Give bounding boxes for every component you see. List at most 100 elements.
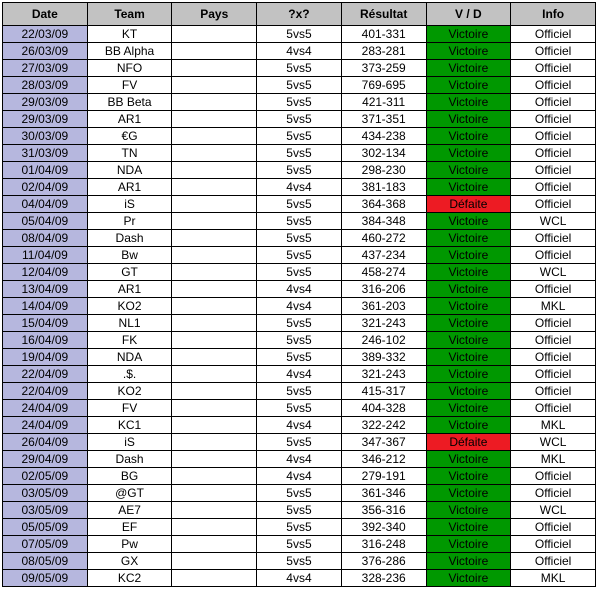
cell-pays xyxy=(172,179,257,196)
cell-vd: Victoire xyxy=(426,281,511,298)
col-info: Info xyxy=(511,3,596,26)
cell-pays xyxy=(172,264,257,281)
cell-info: Officiel xyxy=(511,43,596,60)
cell-team: NDA xyxy=(87,162,172,179)
cell-info: Officiel xyxy=(511,485,596,502)
cell-date: 02/05/09 xyxy=(3,468,88,485)
cell-vd: Victoire xyxy=(426,536,511,553)
cell-pays xyxy=(172,349,257,366)
table-row: 16/04/09FK5vs5246-102VictoireOfficiel xyxy=(3,332,596,349)
cell-date: 31/03/09 xyxy=(3,145,88,162)
cell-result: 356-316 xyxy=(341,502,426,519)
cell-info: Officiel xyxy=(511,519,596,536)
cell-team: NL1 xyxy=(87,315,172,332)
cell-date: 26/04/09 xyxy=(3,434,88,451)
cell-vd: Victoire xyxy=(426,43,511,60)
table-row: 24/04/09KC14vs4322-242VictoireMKL xyxy=(3,417,596,434)
cell-pays xyxy=(172,366,257,383)
cell-team: iS xyxy=(87,434,172,451)
cell-result: 389-332 xyxy=(341,349,426,366)
table-row: 24/04/09FV5vs5404-328VictoireOfficiel xyxy=(3,400,596,417)
cell-result: 328-236 xyxy=(341,570,426,587)
cell-vd: Victoire xyxy=(426,77,511,94)
cell-info: Officiel xyxy=(511,196,596,213)
cell-xx: 5vs5 xyxy=(257,315,342,332)
cell-xx: 5vs5 xyxy=(257,485,342,502)
cell-result: 381-183 xyxy=(341,179,426,196)
cell-vd: Victoire xyxy=(426,400,511,417)
cell-date: 29/03/09 xyxy=(3,111,88,128)
cell-pays xyxy=(172,145,257,162)
cell-pays xyxy=(172,162,257,179)
cell-xx: 5vs5 xyxy=(257,264,342,281)
cell-info: Officiel xyxy=(511,468,596,485)
cell-team: iS xyxy=(87,196,172,213)
cell-vd: Victoire xyxy=(426,128,511,145)
col-team: Team xyxy=(87,3,172,26)
cell-date: 05/04/09 xyxy=(3,213,88,230)
cell-xx: 5vs5 xyxy=(257,77,342,94)
table-row: 26/04/09iS5vs5347-367DéfaiteWCL xyxy=(3,434,596,451)
cell-xx: 5vs5 xyxy=(257,502,342,519)
cell-pays xyxy=(172,77,257,94)
cell-vd: Victoire xyxy=(426,213,511,230)
cell-xx: 5vs5 xyxy=(257,519,342,536)
cell-result: 437-234 xyxy=(341,247,426,264)
cell-xx: 5vs5 xyxy=(257,230,342,247)
cell-xx: 5vs5 xyxy=(257,400,342,417)
cell-info: Officiel xyxy=(511,60,596,77)
cell-info: Officiel xyxy=(511,179,596,196)
cell-date: 09/05/09 xyxy=(3,570,88,587)
cell-vd: Victoire xyxy=(426,179,511,196)
cell-vd: Défaite xyxy=(426,434,511,451)
cell-pays xyxy=(172,298,257,315)
cell-xx: 4vs4 xyxy=(257,366,342,383)
cell-xx: 4vs4 xyxy=(257,298,342,315)
cell-vd: Victoire xyxy=(426,383,511,400)
cell-xx: 4vs4 xyxy=(257,468,342,485)
cell-pays xyxy=(172,281,257,298)
cell-vd: Victoire xyxy=(426,570,511,587)
table-row: 30/03/09€G5vs5434-238VictoireOfficiel xyxy=(3,128,596,145)
cell-team: GT xyxy=(87,264,172,281)
table-row: 22/03/09KT5vs5401-331VictoireOfficiel xyxy=(3,26,596,43)
cell-pays xyxy=(172,536,257,553)
cell-team: BB Alpha xyxy=(87,43,172,60)
cell-result: 246-102 xyxy=(341,332,426,349)
cell-result: 364-368 xyxy=(341,196,426,213)
cell-pays xyxy=(172,553,257,570)
cell-result: 347-367 xyxy=(341,434,426,451)
table-row: 26/03/09BB Alpha4vs4283-281VictoireOffic… xyxy=(3,43,596,60)
col-xx: ?x? xyxy=(257,3,342,26)
cell-xx: 5vs5 xyxy=(257,247,342,264)
cell-result: 279-191 xyxy=(341,468,426,485)
table-row: 29/04/09Dash4vs4346-212VictoireMKL xyxy=(3,451,596,468)
cell-team: AR1 xyxy=(87,281,172,298)
cell-info: Officiel xyxy=(511,26,596,43)
cell-vd: Victoire xyxy=(426,111,511,128)
cell-vd: Victoire xyxy=(426,366,511,383)
cell-vd: Victoire xyxy=(426,298,511,315)
cell-date: 24/04/09 xyxy=(3,400,88,417)
cell-xx: 5vs5 xyxy=(257,60,342,77)
cell-info: MKL xyxy=(511,570,596,587)
cell-vd: Victoire xyxy=(426,94,511,111)
cell-xx: 5vs5 xyxy=(257,128,342,145)
cell-result: 404-328 xyxy=(341,400,426,417)
cell-pays xyxy=(172,570,257,587)
cell-result: 316-248 xyxy=(341,536,426,553)
cell-info: WCL xyxy=(511,264,596,281)
cell-xx: 4vs4 xyxy=(257,179,342,196)
cell-result: 415-317 xyxy=(341,383,426,400)
cell-date: 22/04/09 xyxy=(3,383,88,400)
cell-team: FV xyxy=(87,77,172,94)
cell-team: Pw xyxy=(87,536,172,553)
cell-pays xyxy=(172,315,257,332)
table-row: 03/05/09@GT5vs5361-346VictoireOfficiel xyxy=(3,485,596,502)
cell-info: WCL xyxy=(511,213,596,230)
cell-xx: 4vs4 xyxy=(257,43,342,60)
cell-result: 321-243 xyxy=(341,315,426,332)
cell-team: NDA xyxy=(87,349,172,366)
cell-xx: 5vs5 xyxy=(257,94,342,111)
table-row: 02/04/09AR14vs4381-183VictoireOfficiel xyxy=(3,179,596,196)
